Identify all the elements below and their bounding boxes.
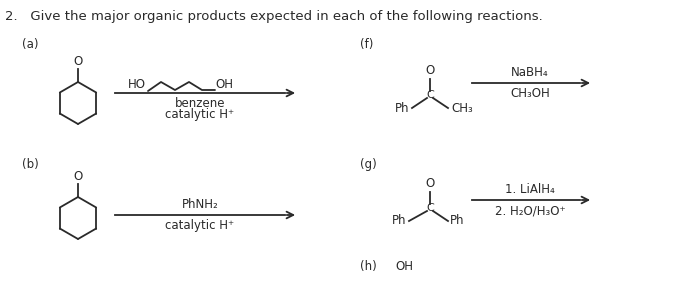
Text: O: O: [73, 171, 82, 184]
Text: O: O: [425, 64, 435, 77]
Text: benzene: benzene: [174, 97, 225, 110]
Text: C: C: [426, 90, 434, 100]
Text: 2.   Give the major organic products expected in each of the following reactions: 2. Give the major organic products expec…: [5, 10, 543, 23]
Text: 1. LiAlH₄: 1. LiAlH₄: [505, 183, 555, 196]
Text: O: O: [425, 177, 435, 190]
Text: Ph: Ph: [394, 103, 409, 116]
Text: (h): (h): [360, 260, 377, 273]
Text: 2. H₂O/H₃O⁺: 2. H₂O/H₃O⁺: [495, 204, 565, 217]
Text: CH₃OH: CH₃OH: [510, 87, 550, 100]
Text: PhNH₂: PhNH₂: [181, 198, 218, 211]
Text: HO: HO: [128, 78, 146, 91]
Text: (f): (f): [360, 38, 373, 51]
Text: CH₃: CH₃: [451, 101, 473, 114]
Text: OH: OH: [215, 78, 233, 91]
Text: Ph: Ph: [450, 214, 464, 227]
Text: O: O: [73, 55, 82, 68]
Text: catalytic H⁺: catalytic H⁺: [165, 219, 235, 232]
Text: Ph: Ph: [392, 214, 406, 227]
Text: (g): (g): [360, 158, 377, 171]
Text: C: C: [426, 203, 434, 213]
Text: (a): (a): [22, 38, 38, 51]
Text: (b): (b): [22, 158, 39, 171]
Text: OH: OH: [395, 260, 413, 273]
Text: NaBH₄: NaBH₄: [511, 66, 549, 79]
Text: catalytic H⁺: catalytic H⁺: [165, 108, 235, 121]
